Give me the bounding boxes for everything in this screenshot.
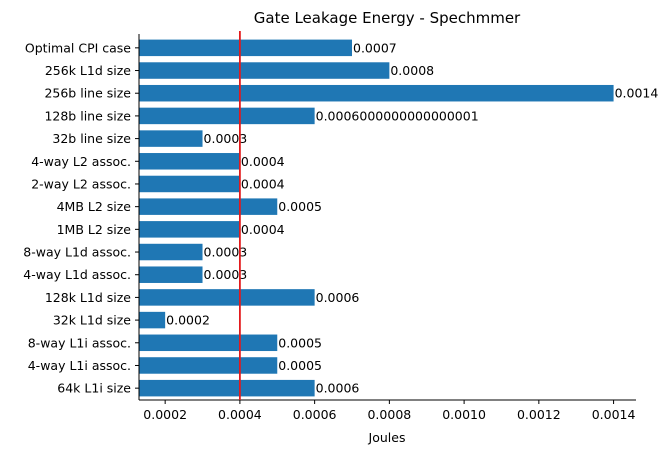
data-label: 0.0005 — [278, 199, 322, 214]
bar-3 — [139, 107, 315, 125]
chart-title: Gate Leakage Energy - Spechmmer — [254, 9, 521, 27]
data-label: 0.0003 — [204, 245, 248, 260]
x-tick-label: 0.0014 — [592, 407, 636, 422]
x-tick-label: 0.0004 — [218, 407, 262, 422]
bar-13 — [139, 334, 278, 352]
data-label: 0.0014 — [615, 86, 659, 101]
y-tick-labels: Optimal CPI case 256k L1d size 256b line s… — [23, 40, 139, 396]
data-label: 0.0003 — [204, 131, 248, 146]
data-label: 0.0004 — [241, 176, 285, 191]
y-tick-label: 32k L1d size — [53, 313, 131, 328]
y-tick-label: 4-way L2 assoc. — [31, 154, 131, 169]
y-tick-label: 8-way L1d assoc. — [23, 245, 131, 260]
data-labels: 0.0007 0.0008 0.0014 0.0006000000000000001 0… — [166, 40, 658, 395]
y-tick-label: 256k L1d size — [45, 63, 131, 78]
bar-12 — [139, 311, 166, 329]
data-label: 0.0006000000000000001 — [316, 108, 479, 123]
y-tick-label: 1MB L2 size — [57, 222, 132, 237]
data-label: 0.0008 — [390, 63, 434, 78]
y-tick-label: 8-way L1i assoc. — [28, 335, 131, 350]
bar-9 — [139, 243, 203, 261]
bar-7 — [139, 198, 278, 215]
data-label: 0.0003 — [204, 267, 248, 282]
data-label: 0.0007 — [353, 40, 397, 55]
bars-group — [139, 39, 614, 397]
data-label: 0.0004 — [241, 222, 285, 237]
bar-14 — [139, 357, 278, 374]
data-label: 0.0005 — [278, 358, 322, 373]
data-label: 0.0005 — [278, 335, 322, 350]
bar-6 — [139, 175, 240, 193]
data-label: 0.0006 — [316, 290, 360, 305]
bar-4 — [139, 130, 203, 147]
bar-15 — [139, 379, 315, 397]
x-ticks: 0.0002 0.0004 0.0006 0.0008 0.0010 0.0012 0.00… — [143, 400, 635, 422]
y-tick-label: 4MB L2 size — [57, 199, 132, 214]
x-axis-label: Joules — [368, 430, 406, 445]
y-tick-label: 4-way L1d assoc. — [23, 267, 131, 282]
x-tick-label: 0.0012 — [517, 407, 561, 422]
bar-0 — [139, 39, 352, 57]
bar-5 — [139, 153, 240, 170]
data-label: 0.0002 — [166, 313, 210, 328]
data-label: 0.0006 — [316, 381, 360, 396]
bar-10 — [139, 266, 203, 283]
y-tick-label: 2-way L2 assoc. — [31, 176, 131, 191]
bar-1 — [139, 62, 390, 79]
y-tick-label: 32b line size — [52, 131, 131, 146]
y-tick-label: Optimal CPI case — [25, 40, 131, 55]
bar-11 — [139, 289, 315, 306]
x-tick-label: 0.0008 — [367, 407, 411, 422]
data-label: 0.0004 — [241, 154, 285, 169]
y-tick-label: 128k L1d size — [45, 290, 131, 305]
x-tick-label: 0.0010 — [442, 407, 486, 422]
y-tick-label: 4-way L1i assoc. — [28, 358, 131, 373]
y-tick-label: 256b line size — [44, 86, 131, 101]
y-tick-label: 128b line size — [44, 108, 131, 123]
bar-8 — [139, 221, 240, 238]
bar-2 — [139, 84, 614, 102]
x-tick-label: 0.0006 — [293, 407, 337, 422]
y-tick-label: 64k L1i size — [57, 381, 131, 396]
x-tick-label: 0.0002 — [143, 407, 187, 422]
